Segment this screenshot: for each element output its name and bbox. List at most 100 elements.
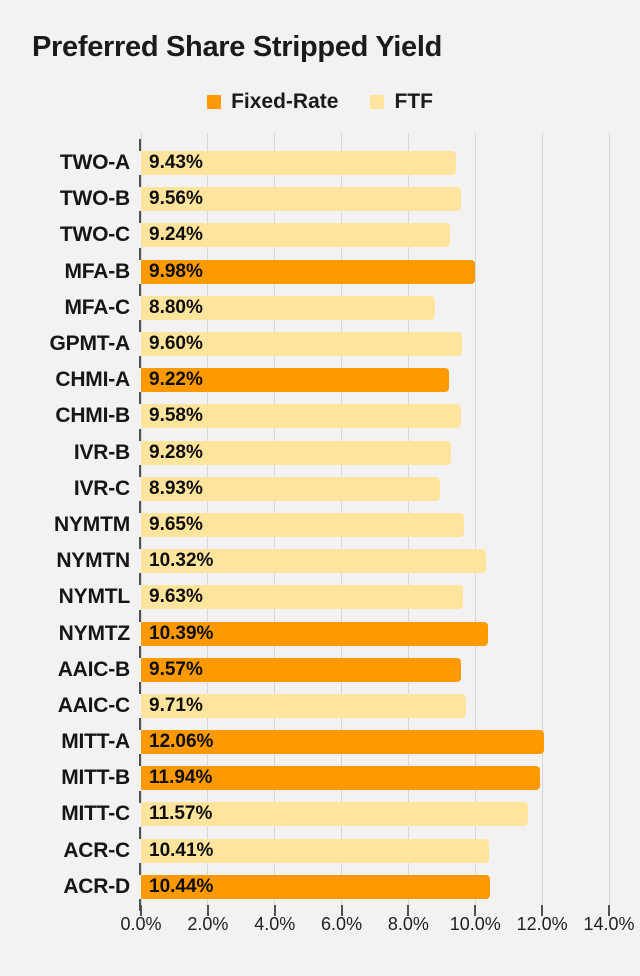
value-label: 9.58%: [149, 405, 203, 427]
bar-track: 9.63%: [141, 585, 640, 610]
x-axis-tick: [474, 905, 477, 916]
value-label: 9.71%: [149, 694, 203, 716]
y-axis-tick: [139, 320, 141, 332]
bar-track: 9.56%: [141, 187, 640, 212]
value-label: 8.80%: [149, 296, 203, 318]
category-label: TWO-B: [59, 187, 130, 211]
value-label: 9.24%: [149, 224, 203, 246]
category-label: ACR-C: [63, 838, 130, 862]
category-label: CHMI-A: [55, 368, 130, 392]
x-axis-tick: [541, 905, 544, 916]
x-axis-tick: [206, 905, 209, 916]
x-axis-label: 0.0%: [120, 914, 162, 934]
legend-item-fixed-rate: Fixed-Rate: [207, 90, 338, 114]
value-label: 11.57%: [149, 803, 213, 825]
chart-row: ACR-D 10.44%: [0, 869, 640, 905]
category-label: TWO-C: [59, 223, 130, 247]
bar-chmi-a: 9.22%: [141, 368, 450, 393]
category-label: AAIC-C: [57, 693, 130, 717]
value-label: 9.98%: [149, 260, 203, 282]
chart-row: IVR-C 8.93%: [0, 471, 640, 507]
bar-mitt-a: 12.06%: [141, 730, 545, 755]
category-label: NYMTZ: [58, 621, 131, 645]
value-label: 10.39%: [149, 622, 214, 644]
chart-row: MITT-A 12.06%: [0, 724, 640, 760]
chart-row: TWO-B 9.56%: [0, 181, 640, 217]
value-label: 12.06%: [149, 731, 214, 753]
x-axis-tick: [407, 905, 410, 916]
chart-rows: TWO-A 9.43% TWO-B 9.56% TWO-C 9.24% MFA-B 9.98%…: [0, 145, 640, 905]
bar-track: 9.24%: [141, 223, 640, 248]
bar-ivr-b: 9.28%: [141, 440, 452, 465]
chart-row: CHMI-B 9.58%: [0, 398, 640, 434]
x-axis-tick: [340, 905, 343, 916]
value-label: 9.60%: [149, 333, 203, 355]
bar-track: 9.57%: [141, 657, 640, 682]
legend-swatch-fixed-rate-icon: [207, 95, 222, 109]
legend-label-fixed-rate: Fixed-Rate: [231, 90, 339, 113]
chart-row: MITT-C 11.57%: [0, 796, 640, 832]
chart-row: MITT-B 11.94%: [0, 760, 640, 796]
legend-swatch-ftf-icon: [370, 95, 385, 109]
bar-acr-c: 10.41%: [141, 838, 489, 863]
y-axis-tick: [139, 139, 141, 151]
bar-nymtl: 9.63%: [141, 585, 463, 610]
value-label: 11.94%: [149, 767, 213, 789]
bar-nymtn: 10.32%: [141, 549, 486, 574]
bar-track: 9.71%: [141, 693, 640, 718]
value-label: 10.44%: [149, 875, 214, 897]
bar-track: 10.41%: [141, 838, 640, 863]
y-axis-tick: [139, 356, 141, 369]
chart-row: AAIC-B 9.57%: [0, 652, 640, 688]
category-label: MFA-B: [64, 259, 131, 283]
bar-aaic-b: 9.57%: [141, 657, 461, 682]
category-label: GPMT-A: [49, 332, 131, 356]
bar-track: 8.80%: [141, 295, 640, 320]
value-label: 9.22%: [149, 369, 203, 391]
bar-track: 9.98%: [141, 259, 640, 284]
y-axis-tick: [139, 392, 141, 405]
bar-mfa-b: 9.98%: [141, 259, 475, 284]
bar-mitt-c: 11.57%: [141, 802, 528, 827]
gridline: [608, 133, 610, 905]
bar-track: 9.58%: [141, 404, 640, 429]
x-axis-tick: [140, 905, 142, 916]
chart-row: GPMT-A 9.60%: [0, 326, 640, 362]
category-label: MITT-C: [61, 802, 130, 826]
chart-row: TWO-C 9.24%: [0, 217, 640, 253]
chart-row: AAIC-C 9.71%: [0, 688, 640, 724]
category-label: NYMTM: [54, 512, 130, 536]
y-axis-tick: [139, 501, 141, 513]
x-axis-label: 12.0%: [516, 914, 568, 934]
value-label: 9.65%: [149, 513, 203, 535]
bar-mitt-b: 11.94%: [141, 766, 541, 791]
value-label: 10.32%: [149, 550, 214, 572]
chart-legend: Fixed-Rate FTF: [0, 90, 640, 114]
chart-row: NYMTN 10.32%: [0, 543, 640, 579]
y-axis-tick: [139, 175, 141, 188]
bar-track: 9.28%: [141, 440, 640, 465]
y-axis-tick: [139, 573, 141, 586]
category-label: AAIC-B: [57, 657, 130, 681]
page-title: Preferred Share Stripped Yield: [32, 31, 443, 63]
bar-track: 8.93%: [141, 476, 640, 501]
gridline: [541, 133, 543, 905]
bar-two-c: 9.24%: [141, 223, 450, 248]
x-axis-tick: [273, 905, 276, 916]
x-axis-tick: [608, 905, 610, 916]
category-label: MFA-C: [64, 295, 131, 319]
value-label: 9.28%: [149, 441, 203, 463]
chart-row: MFA-C 8.80%: [0, 290, 640, 326]
x-axis-label: 14.0%: [583, 914, 635, 934]
bar-nymtz: 10.39%: [141, 621, 489, 646]
bar-two-b: 9.56%: [141, 187, 461, 212]
category-label: MITT-A: [61, 730, 130, 754]
x-axis-label: 6.0%: [321, 914, 363, 934]
x-axis-label: 10.0%: [449, 914, 501, 934]
y-axis-tick: [139, 537, 141, 550]
y-axis-tick: [139, 609, 141, 622]
value-label: 9.57%: [149, 658, 203, 680]
bar-nymtm: 9.65%: [141, 512, 464, 537]
bar-track: 9.60%: [141, 332, 640, 357]
y-axis-tick: [139, 682, 141, 694]
